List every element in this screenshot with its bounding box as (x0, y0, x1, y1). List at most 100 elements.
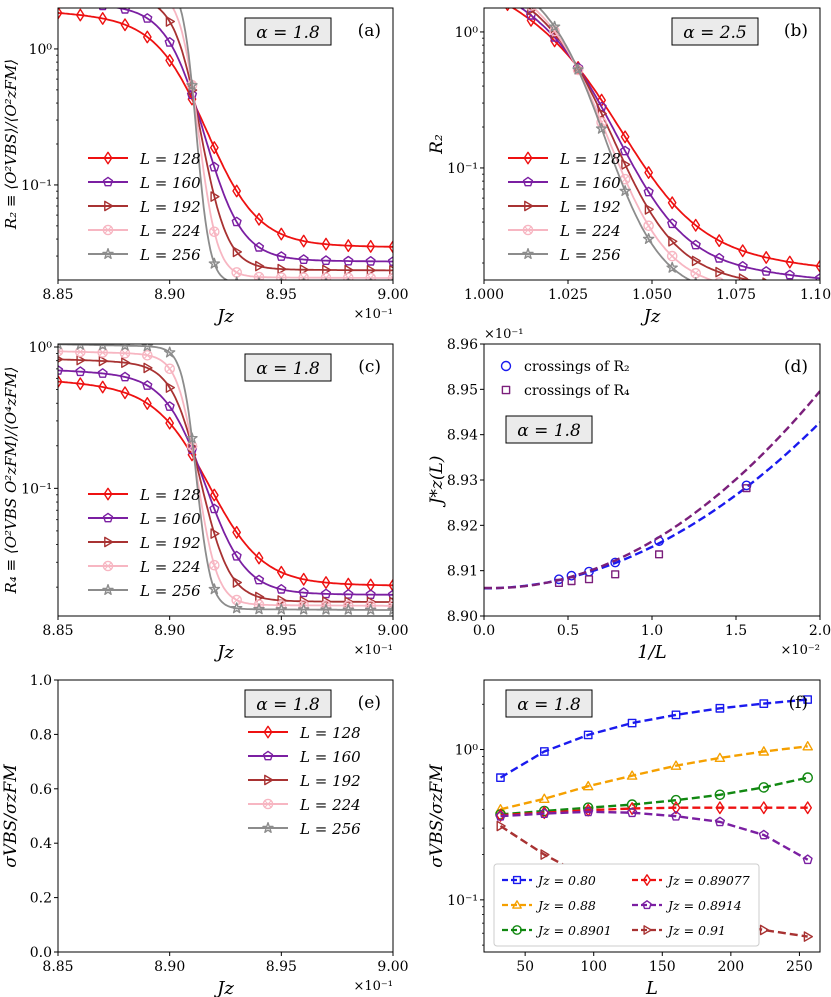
series-line-b-3 (532, 8, 715, 280)
data-point-a-0-1 (76, 8, 85, 22)
data-point-f-4-1 (539, 808, 550, 818)
x-axis-label-d: 1/L (637, 642, 666, 663)
data-point-c-1-4 (142, 380, 153, 390)
data-point-b-4-8 (666, 261, 678, 273)
legend-label-f-4: Jz = 0.8914 (665, 898, 742, 913)
data-point-f-4-7 (802, 854, 813, 865)
data-point-a-2-3 (122, 0, 130, 2)
data-point-a-3-12 (320, 272, 332, 280)
data-point-e-3-15 (388, 0, 397, 5)
data-point-f-3-6 (759, 801, 769, 815)
data-point-a-0-0 (58, 8, 63, 20)
x-tick-label-b-1: 1.025 (548, 287, 588, 303)
data-point-a-2-5 (165, 16, 175, 27)
legend-label-c-4: L = 256 (139, 582, 201, 600)
data-point-b-1-13 (784, 269, 795, 280)
series-line-c-0 (58, 380, 393, 587)
data-point-f-1-0 (495, 804, 506, 814)
annotation-box-b (671, 17, 759, 46)
data-point-c-1-12 (320, 588, 332, 599)
legend-marker-b-2 (524, 200, 534, 212)
series-b-1 (503, 0, 820, 280)
annotation-box-f (505, 689, 593, 718)
data-point-c-3-8-cross (233, 596, 241, 604)
data-point-f-4-3 (627, 807, 638, 818)
data-point-e-3-1 (76, 0, 85, 5)
data-point-a-1-9 (253, 242, 265, 252)
x-tick-label-f-3: 200 (717, 959, 744, 975)
data-point-c-3-5 (164, 363, 175, 375)
x-axis-label-c: Jz (213, 642, 234, 663)
series-line-b-2 (527, 8, 755, 280)
series-a-0 (58, 8, 393, 254)
data-point-c-4-6 (186, 432, 198, 444)
data-point-b-0-8 (667, 196, 677, 210)
plot-area-b (503, 0, 820, 280)
legend-label-e-2: L = 192 (299, 772, 361, 790)
data-point-d-1-4 (655, 550, 664, 559)
data-point-c-0-0 (58, 375, 63, 388)
data-point-b-2-9 (691, 255, 701, 267)
data-point-b-3-8 (666, 250, 678, 262)
legend-label-c-0: L = 128 (139, 486, 201, 504)
legend-marker-f-2 (512, 925, 522, 935)
legend-label-b-3: L = 224 (559, 222, 621, 240)
x-scale-label-e: ×10⁻¹ (353, 979, 393, 994)
x-tick-label-d-0: 0.0 (473, 623, 495, 639)
data-point-c-0-7 (210, 488, 219, 502)
data-point-c-0-5 (165, 416, 174, 430)
data-point-c-1-0 (58, 365, 64, 375)
series-line-f-4 (500, 810, 809, 861)
data-point-b-2-12 (762, 277, 768, 280)
data-point-b-3-7-cross (645, 222, 653, 230)
data-point-c-0-1 (76, 377, 85, 391)
data-point-b-0-11 (738, 244, 748, 258)
data-point-c-0-9 (254, 551, 264, 565)
data-point-c-2-2 (98, 355, 108, 367)
data-point-a-0-10 (277, 227, 286, 241)
data-point-f-1-1 (539, 793, 550, 803)
data-point-b-2-11 (738, 273, 748, 280)
axes-frame-a (57, 7, 394, 281)
data-point-c-1-8 (231, 550, 242, 561)
data-point-a-0-4 (143, 30, 152, 44)
data-point-a-0-14 (366, 239, 375, 253)
x-axis-label-b: Jz (640, 306, 661, 327)
x-tick-label-f-2: 150 (649, 959, 676, 975)
y-axis-label-a: R₂ ≡ ⟨O²VBS⟩/⟨O²zFM⟩ (2, 59, 20, 230)
data-point-a-1-12 (320, 255, 332, 265)
data-point-c-1-9 (253, 574, 265, 585)
data-point-e-3-9 (254, 0, 263, 5)
legend-marker-e-3 (262, 798, 274, 810)
data-point-b-0-13 (785, 255, 795, 269)
series-line-d-0 (484, 421, 820, 590)
data-point-a-0-11 (299, 234, 308, 248)
data-point-e-3-13 (344, 0, 353, 5)
x-tick-label-b-4: 1.100 (800, 287, 831, 303)
y-axis-label-d: J*z(L) (427, 456, 447, 508)
legend-label-e-4: L = 256 (299, 820, 361, 838)
plot-area-a (54, 0, 393, 280)
data-point-a-3-15-cross (389, 274, 393, 280)
data-point-e-3-3 (120, 0, 129, 5)
y-tick-label-f-0: 10⁰ (455, 743, 479, 759)
data-point-b-1-1 (503, 0, 512, 3)
data-point-a-4-8 (234, 276, 239, 280)
data-point-a-1-8 (231, 216, 242, 227)
data-point-f-1-4 (670, 760, 682, 770)
legend-label-c-2: L = 192 (139, 534, 201, 552)
legend-marker-e-4 (262, 822, 274, 833)
data-point-f-3-7 (803, 801, 812, 815)
legend-marker-d-1 (501, 385, 511, 395)
data-point-b-1-6 (620, 145, 631, 156)
y-tick-label-d-0: 8.90 (447, 609, 478, 625)
data-point-c-4-7 (208, 583, 221, 595)
data-point-a-1-10 (276, 251, 287, 261)
data-point-c-4-8 (230, 602, 243, 614)
x-tick-label-f-0: 50 (516, 959, 534, 975)
data-point-a-1-0 (54, 0, 63, 7)
legend-marker-a-3-cross (104, 226, 112, 234)
x-tick-label-b-3: 1.075 (716, 287, 756, 303)
legend-c: L = 128 L = 160 L = 192 L = 224 L = 256 (88, 486, 201, 600)
data-point-c-4-2 (97, 344, 109, 351)
